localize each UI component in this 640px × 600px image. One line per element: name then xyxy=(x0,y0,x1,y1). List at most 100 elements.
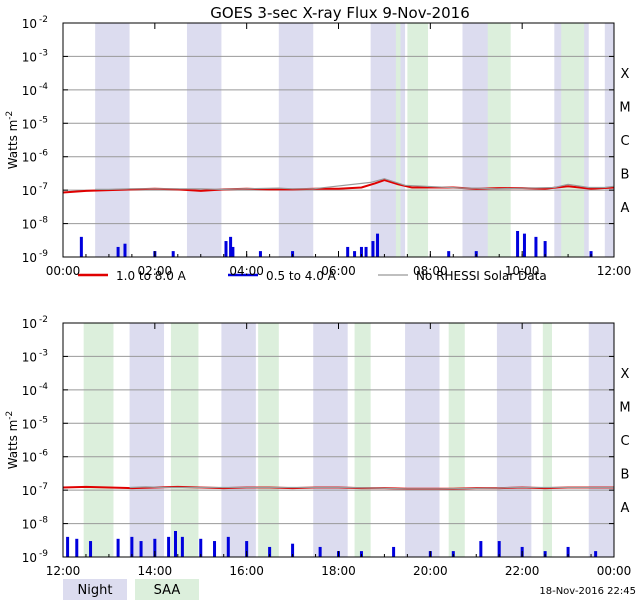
panel-0-y-tick-label--2: 10 xyxy=(22,17,37,31)
panel-1-y-tick-label--9: 10 xyxy=(22,551,37,565)
panel-0-short-spike-6 xyxy=(229,236,233,257)
key-swatch-night xyxy=(63,579,127,600)
panel-1-short-spike-2 xyxy=(89,541,93,557)
panel-1-saa-band-3 xyxy=(354,323,371,557)
panel-0-short-spike-19 xyxy=(522,233,526,257)
panel-1-saa-band-5 xyxy=(542,323,553,557)
panel-1-short-spike-1 xyxy=(75,538,79,557)
timestamp: 18-Nov-2016 22:45 xyxy=(539,586,636,597)
panel-1-x-tick-label-5: 22:00 xyxy=(505,564,540,578)
panel-1-short-spike-5 xyxy=(139,541,143,557)
panel-1-y-tick-exp--3: -3 xyxy=(39,348,48,358)
panel-0-class-label-A: A xyxy=(621,201,630,216)
panel-1-night-band-3 xyxy=(405,323,440,557)
panel-0-y-tick-exp--4: -4 xyxy=(39,82,48,92)
panel-1-short-spike-0 xyxy=(66,536,70,557)
panel-1-short-spike-10 xyxy=(199,538,203,557)
panel-0-short-spike-1 xyxy=(116,246,120,257)
panel-1-x-tick-label-0: 12:00 xyxy=(46,564,81,578)
panel-1-short-spike-26 xyxy=(566,546,570,557)
panel-0-y-tick-exp--5: -5 xyxy=(39,115,48,125)
panel-0-saa-band-0 xyxy=(407,23,429,257)
panel-0-short-spike-2 xyxy=(123,243,127,257)
panel-0-short-spike-10 xyxy=(346,246,350,257)
panel-0-y-tick-label--9: 10 xyxy=(22,251,37,265)
panel-1-night-band-0 xyxy=(129,323,165,557)
panel-0-night-band-6 xyxy=(604,23,614,257)
panel-0-y-tick-exp--7: -7 xyxy=(39,182,48,192)
panel-1-night-band-2 xyxy=(313,323,348,557)
panel-0-short-spike-11 xyxy=(353,251,357,257)
panel-1-y-tick-exp--7: -7 xyxy=(39,482,48,492)
panel-1-y-tick-exp--2: -2 xyxy=(39,315,48,325)
panel-0-short-spike-13 xyxy=(364,246,368,257)
panel-1-short-spike-19 xyxy=(392,546,396,557)
legend: 1.0 to 8.0 A 0.5 to 4.0 A No RHESSI Sola… xyxy=(78,269,547,283)
panel-1-short-spike-27 xyxy=(594,551,598,557)
panel-1-short-spike-15 xyxy=(291,543,295,557)
panel-0-y-tick-exp--2: -2 xyxy=(39,15,48,25)
panel-1-night-band-4 xyxy=(496,323,532,557)
panel-1-y-tick-exp--4: -4 xyxy=(39,382,48,392)
panel-1-short-spike-23 xyxy=(497,541,501,557)
panel-0-short-spike-15 xyxy=(376,233,380,257)
panel-0-saa-band-3 xyxy=(395,23,401,257)
panel-1-series-line-1 xyxy=(129,486,614,490)
panel-0-night-band-0 xyxy=(95,23,130,257)
panel-1-y-tick-label--4: 10 xyxy=(22,384,37,398)
panel-0-short-spike-12 xyxy=(359,246,363,257)
panel-1-y-tick-label--2: 10 xyxy=(22,317,37,331)
panel-1-class-label-X: X xyxy=(621,367,630,382)
panel-0-short-spike-5 xyxy=(224,241,228,257)
panel-0-x-tick-label-2: 04:00 xyxy=(229,264,264,278)
panel-0-series-line-1 xyxy=(95,178,615,191)
panel-0-short-spike-16 xyxy=(447,251,451,257)
panel-0-saa-band-2 xyxy=(561,23,585,257)
panel-0-x-tick-label-0: 00:00 xyxy=(46,264,81,278)
panel-0-plot-frame xyxy=(62,22,615,258)
panel-1-short-spike-11 xyxy=(213,541,217,557)
panel-0-saa-band-1 xyxy=(487,23,511,257)
panel-1-saa-band-1 xyxy=(170,323,199,557)
key-label-night: Night xyxy=(78,583,113,598)
panel-0-short-spike-18 xyxy=(516,230,520,257)
panel-1-class-label-M: M xyxy=(619,401,630,416)
panel-0-short-spike-0 xyxy=(79,236,83,257)
panel-1-class-label-A: A xyxy=(621,501,630,516)
panel-1-x-tick-label-6: 00:00 xyxy=(597,564,632,578)
chart-title: GOES 3-sec X-ray Flux 9-Nov-2016 xyxy=(210,4,470,22)
panel-1-y-tick-label--8: 10 xyxy=(22,518,37,532)
key-swatch-saa xyxy=(135,579,199,600)
panel-1-short-spike-4 xyxy=(130,536,134,557)
panel-1-short-spike-8 xyxy=(173,530,177,557)
panel-top: 10-910-810-710-610-510-410-310 -200:00 02:… xyxy=(5,15,631,278)
panel-1-y-tick-label--5: 10 xyxy=(22,417,37,431)
panel-1-short-spike-14 xyxy=(268,546,272,557)
legend-label-short: 0.5 to 4.0 A xyxy=(266,269,337,283)
panel-bottom: 10-910-810-710-610-510-410-310 -212:00 14:… xyxy=(5,315,631,578)
panel-0-class-label-B: B xyxy=(621,167,630,182)
panel-0-night-band-2 xyxy=(278,23,314,257)
panel-0-class-label-M: M xyxy=(619,101,630,116)
panel-1-y-axis-title: Watts m-2 xyxy=(5,411,20,470)
panel-1-night-band-5 xyxy=(588,323,614,557)
panel-1-saa-band-2 xyxy=(258,323,279,557)
panel-0-x-tick-label-1: 02:00 xyxy=(138,264,173,278)
panel-0-x-tick-label-3: 06:00 xyxy=(321,264,356,278)
panel-0-x-tick-label-6: 12:00 xyxy=(597,264,632,278)
panel-0-short-spike-20 xyxy=(534,236,538,257)
legend-label-long: 1.0 to 8.0 A xyxy=(116,269,187,283)
panel-1-y-tick-exp--8: -8 xyxy=(39,516,48,526)
panel-0-short-spike-14 xyxy=(371,241,375,257)
panel-1-short-spike-9 xyxy=(180,536,184,557)
panel-1-short-spike-6 xyxy=(153,538,157,557)
panel-1-x-tick-label-2: 16:00 xyxy=(229,564,264,578)
panel-1-x-tick-label-1: 14:00 xyxy=(138,564,173,578)
panel-0-short-spike-7 xyxy=(231,246,235,257)
panel-1-short-spike-12 xyxy=(226,536,230,557)
panel-1-short-spike-13 xyxy=(245,541,249,557)
panel-0-y-axis-title: Watts m-2 xyxy=(5,111,20,170)
panel-0-short-spike-21 xyxy=(543,241,547,257)
panel-0-class-label-C: C xyxy=(620,134,629,149)
panel-1-saa-band-4 xyxy=(448,323,465,557)
